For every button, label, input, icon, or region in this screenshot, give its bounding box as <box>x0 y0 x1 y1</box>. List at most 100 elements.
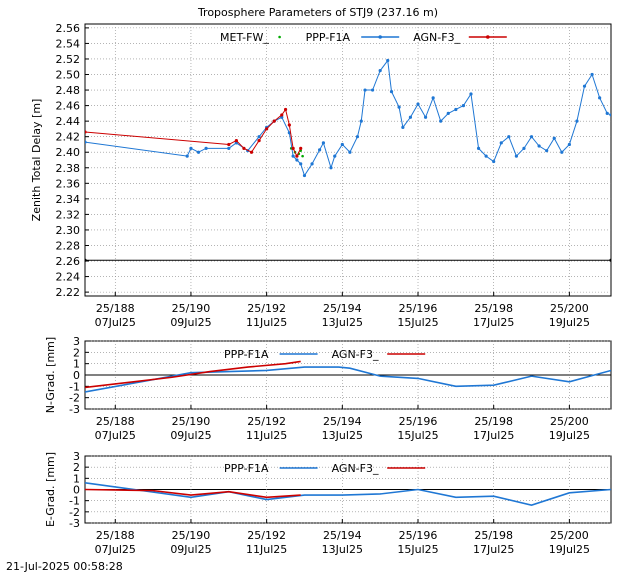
x-tick-label-date: 15Jul25 <box>397 429 438 442</box>
x-tick-label-doy: 25/192 <box>247 415 286 428</box>
x-tick-label-doy: 25/194 <box>323 529 362 542</box>
series-ppp-f1a-point <box>454 107 458 112</box>
y-tick-label: 2.26 <box>56 255 81 268</box>
series-ppp-f1a-point <box>484 154 488 158</box>
series-ppp-f1a-point <box>461 104 466 108</box>
x-tick-label-date: 11Jul25 <box>246 316 287 329</box>
series-ppp-f1a-point <box>359 119 363 123</box>
series-agn-f3-point <box>242 146 246 150</box>
x-tick-label-date: 07Jul25 <box>95 429 136 442</box>
x-tick-label-date: 11Jul25 <box>246 543 287 556</box>
series-ppp-f1a-point <box>529 135 534 139</box>
timestamp-footer: 21-Jul-2025 00:58:28 <box>6 560 123 573</box>
y-tick-label: 2.54 <box>56 37 81 50</box>
legend-label: AGN-F3_ <box>332 348 379 361</box>
series-agn-f3-point <box>249 150 254 154</box>
series-ppp-f1a-point <box>431 96 435 100</box>
x-tick-label-doy: 25/188 <box>96 529 135 542</box>
series-met-fw-point <box>301 154 304 158</box>
y-tick-label: 0 <box>73 369 80 382</box>
series-ppp-f1a-point <box>492 159 496 164</box>
x-tick-label-date: 17Jul25 <box>473 543 514 556</box>
x-tick-label-doy: 25/200 <box>550 302 589 315</box>
series-ppp-f1a-point <box>310 162 314 166</box>
x-tick-label-doy: 25/198 <box>474 529 513 542</box>
x-tick-label-doy: 25/188 <box>96 415 135 428</box>
x-tick-label-date: 11Jul25 <box>246 429 287 442</box>
x-tick-label-date: 19Jul25 <box>549 543 590 556</box>
series-agn-f3-line <box>85 360 301 389</box>
series-ppp-f1a-point <box>185 154 189 158</box>
x-tick-label-date: 19Jul25 <box>549 316 590 329</box>
x-tick-label-doy: 25/190 <box>172 529 211 542</box>
series-ppp-f1a-point <box>333 154 337 158</box>
series-ppp-f1a-point <box>537 144 541 148</box>
y-tick-label: -2 <box>69 506 80 519</box>
y-tick-label: 2.30 <box>56 224 81 237</box>
series-ppp-f1a-point <box>340 142 344 147</box>
y-tick-label: 2.52 <box>56 53 81 66</box>
y-tick-label: 2.32 <box>56 208 81 221</box>
series-ppp-f1a-point <box>423 115 428 119</box>
series-ppp-f1a-point <box>590 72 594 77</box>
x-tick-label-date: 15Jul25 <box>397 543 438 556</box>
series-ppp-f1a-point <box>446 111 450 115</box>
x-tick-label-date: 09Jul25 <box>170 429 211 442</box>
x-tick-label-doy: 25/194 <box>323 415 362 428</box>
series-ppp-f1a-point <box>389 90 394 94</box>
series-ppp-f1a-point <box>469 92 473 96</box>
series-ppp-f1a-point <box>567 142 571 147</box>
y-tick-label: 2.56 <box>56 22 81 35</box>
y-tick-label: 2.48 <box>56 84 81 97</box>
figure-title: Troposphere Parameters of STJ9 (237.16 m… <box>197 6 438 19</box>
y-tick-label: 2.38 <box>56 162 81 175</box>
series-ppp-f1a-point <box>257 135 261 139</box>
plot-data-area <box>85 360 611 393</box>
series-agn-f3-point <box>287 123 291 127</box>
y-axis-label: N-Grad. [mm] <box>44 337 57 413</box>
series-agn-f3-point <box>283 107 288 112</box>
series-ppp-f1a-point <box>280 115 284 119</box>
series-ppp-f1a-point <box>85 140 87 144</box>
legend-label: MET-FW_ <box>220 31 269 44</box>
series-agn-f3-point <box>85 130 87 134</box>
series-ppp-f1a-point <box>378 69 382 73</box>
y-tick-label: 2.50 <box>56 69 81 82</box>
x-tick-label-date: 07Jul25 <box>95 316 136 329</box>
series-agn-f3-point <box>280 113 284 117</box>
series-ppp-f1a-point <box>522 146 526 150</box>
y-tick-label: 0 <box>73 484 80 497</box>
series-ppp-f1a-point <box>598 96 602 100</box>
series-agn-f3-point <box>272 119 276 123</box>
series-ppp-f1a-point <box>575 119 579 123</box>
series-agn-f3-point <box>291 146 295 150</box>
series-ppp-f1a-point <box>386 58 390 63</box>
series-ppp-f1a-point <box>363 88 367 92</box>
series-ppp-f1a-point <box>401 125 405 129</box>
series-ppp-f1a-point <box>439 119 443 123</box>
x-tick-label-doy: 25/196 <box>399 529 438 542</box>
legend-marker <box>486 35 490 39</box>
x-tick-label-doy: 25/200 <box>550 529 589 542</box>
y-tick-label: 2.42 <box>56 131 81 144</box>
series-ppp-f1a-point <box>321 141 326 145</box>
y-tick-label: 2 <box>73 461 80 474</box>
y-tick-label: -3 <box>69 517 80 530</box>
y-tick-label: 2 <box>73 346 80 359</box>
series-ppp-f1a-point <box>189 146 193 150</box>
x-tick-label-date: 17Jul25 <box>473 316 514 329</box>
series-ppp-f1a-line <box>85 366 611 393</box>
x-tick-label-doy: 25/188 <box>96 302 135 315</box>
series-ppp-f1a-point <box>582 84 587 88</box>
y-axis-label: E-Grad. [mm] <box>44 452 57 527</box>
y-tick-label: -3 <box>69 403 80 416</box>
x-tick-label-doy: 25/190 <box>172 302 211 315</box>
series-agn-f3-point <box>299 146 303 150</box>
series-ppp-f1a-point <box>545 149 549 153</box>
series-ppp-f1a-point <box>397 105 401 109</box>
series-ppp-f1a-point <box>514 154 518 158</box>
x-tick-label-date: 09Jul25 <box>170 543 211 556</box>
series-ppp-f1a-point <box>299 162 303 166</box>
x-tick-label-doy: 25/198 <box>474 302 513 315</box>
